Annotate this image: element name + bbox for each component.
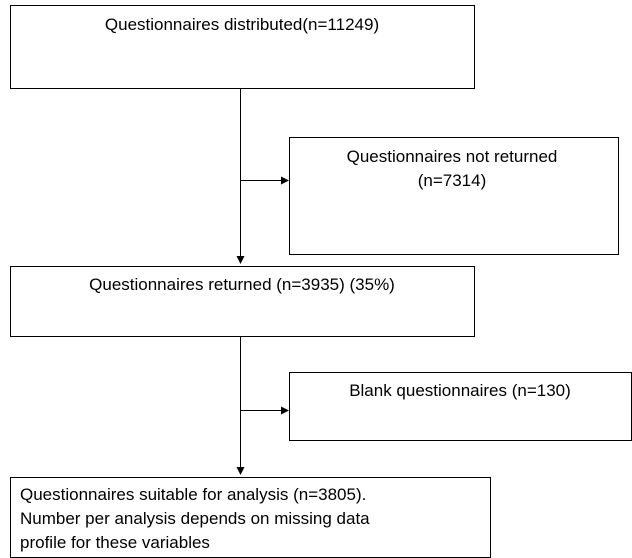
node-label: Questionnaires distributed(n=11249) [105, 15, 379, 34]
box [10, 266, 475, 337]
node-label: Blank questionnaires (n=130) [349, 381, 571, 400]
node-label: (n=7314) [418, 171, 487, 190]
box [10, 477, 491, 558]
node-label: Number per analysis depends on missing d… [20, 509, 370, 528]
box [289, 137, 619, 255]
node-label: Questionnaires suitable for analysis (n=… [20, 485, 366, 504]
box [10, 5, 475, 89]
node-label: Questionnaires not returned [347, 147, 558, 166]
node-label: profile for these variables [20, 533, 210, 552]
node-label: Questionnaires returned (n=3935) (35%) [89, 275, 395, 294]
box [289, 372, 632, 441]
